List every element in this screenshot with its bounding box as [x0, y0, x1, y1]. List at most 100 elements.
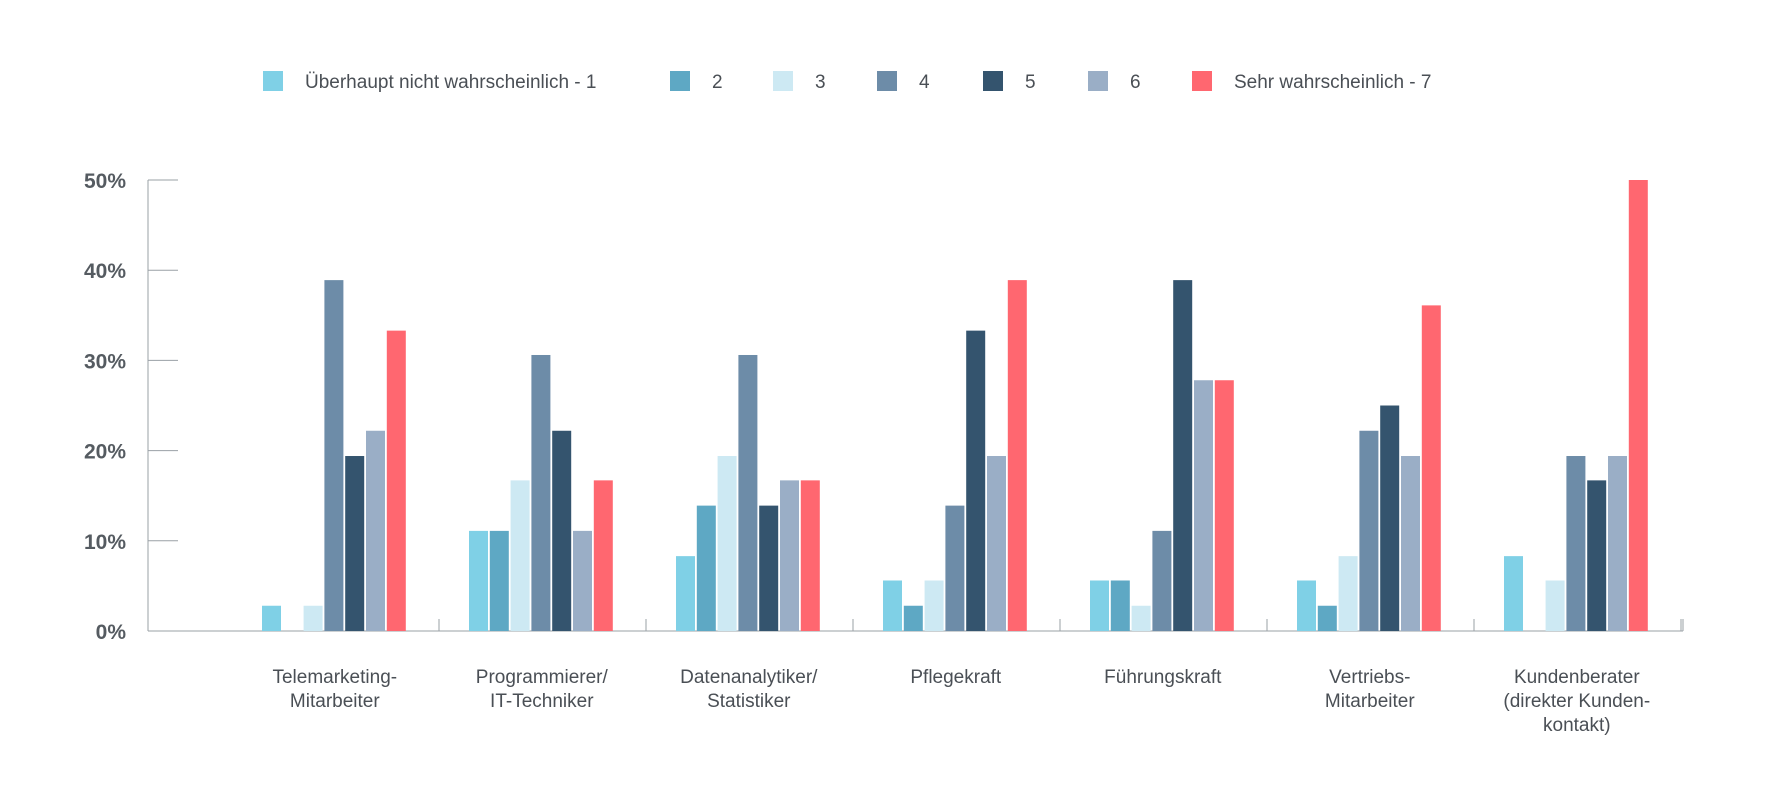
bar-group: [676, 354, 820, 631]
bar: [1317, 605, 1337, 631]
bar: [676, 556, 695, 631]
category-label-line: Führungskraft: [1104, 667, 1222, 688]
y-tick-label: 50%: [84, 170, 126, 193]
category-label: Datenanalytiker/Statistiker: [680, 667, 818, 712]
category-label-line: Telemarketing-: [272, 667, 397, 688]
bar: [1380, 405, 1400, 631]
category-label: Führungskraft: [1104, 667, 1222, 688]
legend-item: 6: [1088, 71, 1141, 93]
bar: [717, 456, 737, 631]
category-label-line: Statistiker: [707, 691, 791, 712]
category-label: Vertriebs- Mitarbeiter: [1325, 667, 1415, 712]
bar: [1194, 380, 1213, 631]
legend-label: 2: [712, 72, 723, 93]
bar: [1110, 580, 1130, 631]
bar: [800, 480, 820, 631]
bar: [552, 430, 572, 631]
bar: [593, 480, 613, 631]
category-label: Telemarketing- Mitarbeiter: [272, 667, 397, 712]
bar: [696, 505, 716, 631]
bar: [1131, 605, 1151, 631]
legend-label: 4: [919, 72, 930, 93]
bar: [780, 480, 799, 631]
bar: [1359, 430, 1379, 631]
bars: [262, 180, 1648, 631]
bar: [1214, 380, 1234, 631]
bar: [1401, 456, 1420, 631]
bar: [1297, 580, 1316, 631]
bar: [1628, 180, 1648, 631]
bar: [573, 530, 592, 631]
category-label-line: (direkter Kunden-: [1503, 691, 1650, 712]
bar: [759, 505, 779, 631]
bar-group: [1297, 305, 1441, 631]
y-tick-label: 10%: [84, 531, 126, 554]
legend-item: Überhaupt nicht wahrscheinlich - 1: [263, 71, 597, 93]
bar: [738, 354, 758, 631]
bar: [345, 456, 365, 631]
legend-swatch: [983, 71, 1003, 91]
category-label-line: Programmierer/: [476, 667, 609, 688]
category-label-line: Mitarbeiter: [1325, 691, 1415, 712]
bar: [924, 580, 944, 631]
legend-item: 5: [983, 71, 1036, 93]
legend-label: 5: [1025, 72, 1036, 93]
bar: [883, 580, 902, 631]
legend-item: Sehr wahrscheinlich - 7: [1192, 71, 1431, 93]
bar: [324, 280, 344, 631]
bar: [262, 605, 281, 631]
legend-swatch: [1088, 71, 1108, 91]
bar: [303, 605, 323, 631]
legend-item: 2: [670, 71, 723, 93]
bar-group: [1504, 180, 1648, 631]
category-label-line: Datenanalytiker/: [680, 667, 818, 688]
legend: Überhaupt nicht wahrscheinlich - 1 2 3 4 5 6 S…: [263, 71, 1431, 93]
legend-swatch: [263, 71, 283, 91]
bar-group: [469, 354, 613, 631]
bar: [386, 330, 406, 631]
legend-label: 3: [815, 72, 826, 93]
legend-label: Sehr wahrscheinlich - 7: [1234, 72, 1431, 93]
bar: [966, 330, 986, 631]
bar: [1090, 580, 1109, 631]
category-label: Kundenberater (direkter Kunden-kontakt): [1503, 667, 1650, 736]
bar: [1566, 456, 1586, 631]
bar: [987, 456, 1006, 631]
category-labels: Telemarketing- Mitarbeiter Programmierer/I…: [272, 667, 1650, 736]
bar: [1338, 556, 1358, 631]
bar: [1421, 305, 1441, 631]
y-tick-label: 20%: [84, 441, 126, 464]
bar: [903, 605, 923, 631]
legend-label: 6: [1130, 72, 1141, 93]
bar: [1173, 280, 1193, 631]
bar: [1007, 280, 1027, 631]
y-tick-label: 30%: [84, 350, 126, 373]
category-label-line: Vertriebs-: [1329, 667, 1410, 688]
category-label-line: Kundenberater: [1514, 667, 1640, 688]
bar: [510, 480, 530, 631]
category-label-line: Pflegekraft: [910, 667, 1002, 688]
bar: [531, 354, 551, 631]
legend-swatch: [773, 71, 793, 91]
bar-group: [883, 280, 1027, 631]
legend-item: 3: [773, 71, 826, 93]
category-label-line: IT-Techniker: [490, 691, 594, 712]
legend-swatch: [1192, 71, 1212, 91]
bar: [1152, 530, 1172, 631]
bar: [945, 505, 965, 631]
y-tick-label: 40%: [84, 260, 126, 283]
legend-swatch: [670, 71, 690, 91]
legend-label: Überhaupt nicht wahrscheinlich - 1: [305, 72, 597, 93]
category-label-line: Mitarbeiter: [290, 691, 380, 712]
category-label: Programmierer/IT-Techniker: [476, 667, 609, 712]
bar: [1545, 580, 1565, 631]
category-label: Pflegekraft: [910, 667, 1002, 688]
bar-group: [262, 280, 406, 631]
bar: [1504, 556, 1523, 631]
bar: [489, 530, 509, 631]
legend-item: 4: [877, 71, 930, 93]
bar: [469, 530, 488, 631]
category-label-line: kontakt): [1543, 715, 1611, 736]
